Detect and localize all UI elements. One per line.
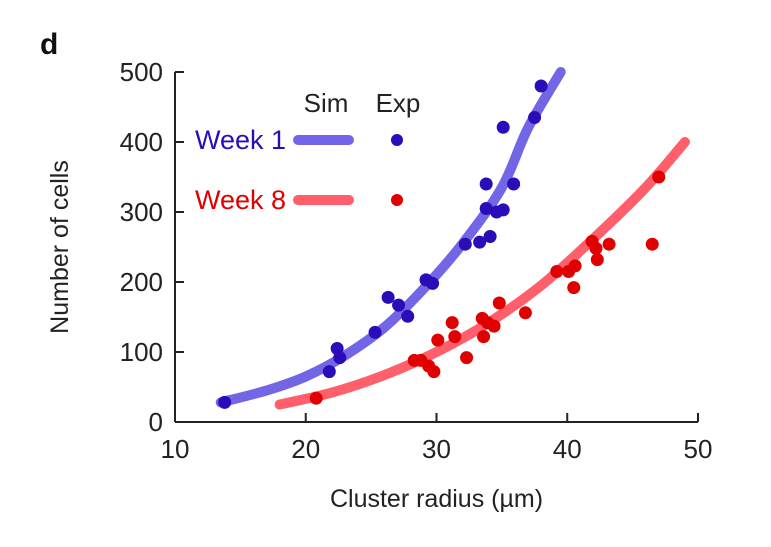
x-tick-label: 10 [161,434,190,464]
y-tick-label: 100 [120,337,163,367]
exp-point-series-1 [401,309,415,323]
exp-point-series-1 [479,202,493,215]
exp-point-series-1 [381,290,395,304]
legend-point-1 [391,134,403,146]
x-tick-label: 30 [422,434,451,464]
exp-point-series-2 [487,319,501,333]
exp-point-series-2 [460,351,474,365]
exp-point-series-1 [479,177,493,191]
axes: 0 100 200 300 400 500 10 20 30 40 50 [120,57,713,464]
exp-point-series-2 [477,330,491,344]
exp-point-series-1 [322,365,336,379]
y-tick-label: 300 [120,197,163,227]
y-tick-label: 400 [120,127,163,157]
legend-label-2: Week 8 [195,185,286,215]
exp-point-series-2 [492,296,506,310]
legend-header-sim: Sim [304,88,349,118]
exp-point-series-1 [496,203,510,217]
exp-point-series-1 [392,298,406,312]
legend-label-1: Week 1 [195,125,286,155]
exp-point-series-1 [426,276,440,290]
exp-point-series-2 [550,265,564,278]
x-tick-label: 20 [291,434,320,464]
exp-point-series-2 [445,316,459,330]
legend-header-exp: Exp [376,88,421,118]
exp-points [218,79,666,409]
exp-point-series-2 [568,259,582,273]
exp-point-series-1 [218,395,232,409]
exp-point-series-2 [590,253,604,267]
exp-point-series-1 [483,230,497,243]
y-axis-label: Number of cells [46,160,74,334]
y-tick-label: 0 [149,407,163,437]
sim-curves [215,67,690,410]
sim-curve-1 [215,67,566,408]
legend-point-2 [391,194,403,206]
exp-point-series-2 [589,241,603,255]
exp-point-series-1 [458,237,472,251]
exp-point-series-2 [602,237,616,251]
legend: Sim Exp Week 1 Week 8 [195,88,420,215]
x-axis-label: Cluster radius (µm) [330,485,543,513]
exp-point-series-2 [645,237,659,251]
x-tick-label: 50 [684,434,713,464]
exp-point-series-1 [507,177,521,191]
exp-point-series-2 [309,391,323,405]
exp-point-series-2 [652,170,666,184]
panel-label: d [40,28,59,61]
exp-point-series-1 [496,120,510,134]
exp-point-series-1 [368,325,382,339]
exp-point-series-2 [518,306,532,320]
exp-point-series-1 [528,111,542,124]
exp-point-series-2 [427,365,441,379]
exp-point-series-1 [473,235,487,249]
exp-point-series-1 [534,79,548,93]
exp-point-series-2 [567,281,581,295]
x-tick-label: 40 [553,434,582,464]
exp-point-series-2 [448,330,462,344]
y-tick-label: 500 [120,57,163,87]
exp-point-series-1 [333,351,347,365]
exp-point-series-2 [431,333,445,347]
y-tick-label: 200 [120,267,163,297]
